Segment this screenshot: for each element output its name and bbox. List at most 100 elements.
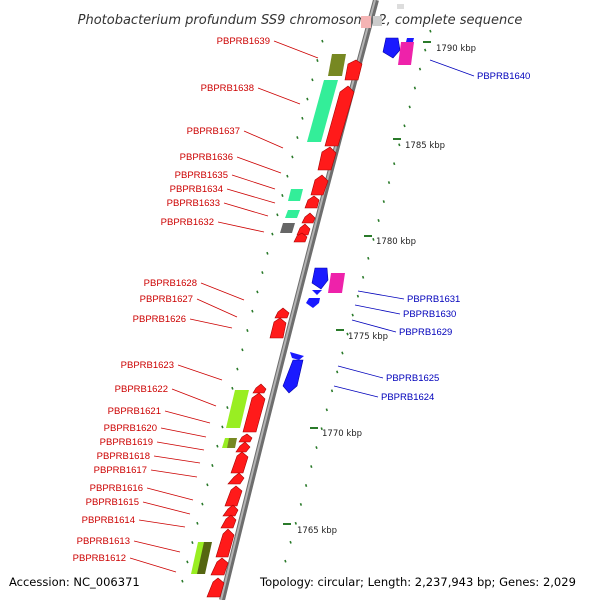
label-pbprb1634: PBPRB1634	[170, 184, 223, 195]
leader-pbprb1633	[223, 202, 269, 217]
scale-dot	[418, 67, 422, 71]
reverse-strand-genes	[282, 37, 414, 394]
gene-pbprb1624	[282, 359, 304, 394]
scale-dot	[294, 521, 297, 525]
scale-dot	[341, 351, 344, 355]
label-pbprb1616: PBPRB1616	[90, 483, 143, 494]
leader-pbprb1612	[129, 557, 177, 573]
scale-dot	[393, 162, 396, 166]
gene-pbprb1617	[227, 472, 245, 485]
leader-pbprb1625	[337, 365, 384, 379]
track-dot	[251, 309, 254, 313]
track-dot	[276, 213, 279, 217]
feature-green	[288, 189, 303, 201]
leader-pbprb1626	[189, 318, 233, 329]
label-pbprb1614: PBPRB1614	[82, 515, 135, 526]
leader-pbprb1631	[357, 290, 405, 300]
gene-pbprb1632	[296, 223, 311, 236]
gene-pbprb1632b	[293, 232, 308, 243]
gene-reverse-small	[406, 38, 414, 42]
leader-pbprb1617	[150, 469, 198, 478]
leader-pbprb1630	[354, 304, 401, 315]
scale-dot	[325, 408, 328, 412]
scale-dot	[346, 332, 349, 336]
track-dot	[321, 39, 324, 43]
label-pbprb1635: PBPRB1635	[175, 170, 228, 181]
track-dot	[241, 348, 244, 352]
map-title: Photobacterium profundum SS9 chromosome …	[78, 13, 523, 28]
track-dot	[206, 483, 209, 487]
gene-pbprb1613	[215, 528, 235, 558]
gene-pbprb1616	[224, 485, 243, 507]
track-dot	[191, 541, 194, 545]
scale-dot	[330, 389, 334, 393]
gene-pbprb1639	[344, 59, 363, 81]
footer-topology-bg	[256, 572, 596, 590]
feature-lime	[226, 390, 249, 428]
feature-magenta	[328, 273, 345, 293]
scale-dot	[310, 465, 313, 469]
leader-pbprb1614	[138, 519, 186, 528]
label-pbprb1628: PBPRB1628	[144, 278, 197, 289]
gene-reverse-partial	[373, 16, 382, 26]
label-pbprb1639: PBPRB1639	[217, 36, 270, 47]
track-dot	[296, 136, 299, 140]
scale-dot	[284, 559, 287, 563]
gene-pbprb1634	[304, 195, 320, 209]
scale-tick-label: 1780 kbp	[376, 237, 416, 247]
gene-pbprb1627	[274, 307, 290, 319]
label-pbprb1632: PBPRB1632	[161, 217, 214, 228]
forward-strand-genes	[206, 59, 363, 598]
gene-pbprb1618	[230, 451, 249, 474]
gene-pbprb1626	[269, 317, 287, 339]
scale-dot	[429, 29, 432, 33]
scale-track	[284, 29, 432, 563]
leader-pbprb1637	[243, 130, 284, 149]
label-pbprb1623: PBPRB1623	[121, 360, 174, 371]
label-pbprb1618: PBPRB1618	[97, 451, 150, 462]
label-pbprb1621: PBPRB1621	[108, 406, 161, 417]
feature-green	[307, 80, 338, 142]
leader-pbprb1627	[196, 298, 238, 318]
track-dot	[246, 329, 249, 332]
gene-pbprb1631	[311, 267, 329, 290]
leader-pbprb1623	[177, 364, 223, 381]
label-pbprb1622: PBPRB1622	[115, 384, 168, 395]
scale-dot	[387, 181, 391, 185]
scale-dot	[356, 294, 360, 298]
scale-dot	[398, 143, 401, 147]
gene-pbprb1635	[310, 174, 329, 196]
label-pbprb1619: PBPRB1619	[100, 437, 153, 448]
reverse-gene-labels: PBPRB1640 PBPRB1631 PBPRB1630 PBPRB1629 …	[381, 71, 530, 403]
track-dot	[196, 521, 199, 525]
track-dot	[281, 194, 284, 197]
label-pbprb1633: PBPRB1633	[167, 198, 220, 209]
gene-reverse-partial	[397, 4, 404, 9]
track-dot	[271, 232, 274, 236]
gene-pbprb1625	[290, 352, 304, 360]
scale-dot	[289, 540, 292, 544]
leader-pbprb1632	[217, 221, 265, 233]
track-dot	[226, 406, 229, 410]
track-dot	[291, 155, 294, 159]
scale-tick-label: 1765 kbp	[297, 526, 337, 536]
gene-pbprb1636	[317, 146, 337, 171]
track-dot	[216, 444, 219, 448]
label-pbprb1636: PBPRB1636	[180, 152, 233, 163]
leader-pbprb1640	[429, 59, 475, 77]
feature-olive	[197, 542, 212, 574]
label-pbprb1624: PBPRB1624	[381, 392, 434, 403]
track-dot	[261, 271, 264, 275]
gene-reverse-partial	[361, 16, 371, 28]
track-dot	[231, 386, 234, 390]
scale-dot	[377, 219, 380, 222]
feature-boxes	[191, 54, 346, 574]
track-dot	[311, 78, 314, 82]
label-pbprb1613: PBPRB1613	[77, 536, 130, 547]
feature-magenta	[398, 42, 414, 65]
footer-accession-bg	[6, 572, 146, 590]
scale-tick-label: 1770 kbp	[322, 429, 362, 439]
track-dot	[316, 59, 319, 62]
track-dot	[266, 251, 269, 255]
